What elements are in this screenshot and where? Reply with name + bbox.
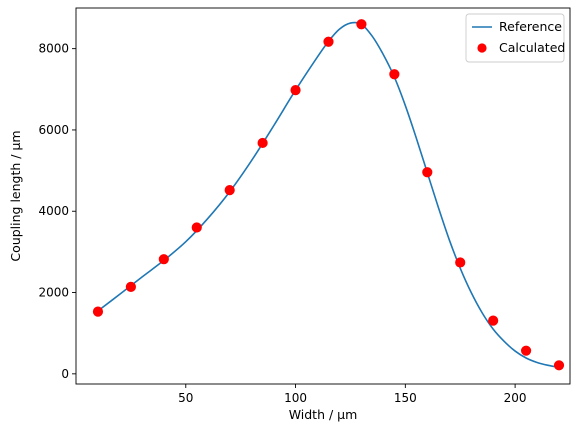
y-tick-label: 0 — [61, 367, 69, 381]
calculated-point — [520, 345, 532, 356]
y-tick-label: 4000 — [38, 204, 69, 218]
legend: Reference Calculated — [465, 13, 565, 63]
calculated-point — [158, 254, 169, 265]
plot-content — [92, 19, 565, 371]
legend-label-reference: Reference — [499, 19, 562, 34]
legend-label-calculated: Calculated — [499, 40, 565, 55]
calculated-point — [488, 315, 499, 326]
x-tick-label: 150 — [394, 391, 417, 405]
legend-marker-sample — [477, 43, 487, 53]
calculated-point — [257, 137, 268, 149]
reference-series-line — [97, 21, 557, 368]
x-axis-label: Width / µm — [289, 407, 358, 422]
calculated-point — [455, 257, 466, 268]
y-tick-label: 2000 — [38, 286, 69, 300]
calculated-point — [323, 36, 334, 47]
calculated-point — [389, 69, 400, 80]
calculated-point — [553, 360, 565, 371]
y-tick-label: 8000 — [38, 42, 69, 56]
calculated-point — [92, 306, 104, 317]
calculated-point — [290, 85, 301, 96]
y-tick-label: 6000 — [38, 123, 69, 137]
x-tick-label: 100 — [284, 391, 307, 405]
calculated-point — [191, 222, 202, 233]
x-tick-label: 50 — [178, 391, 193, 405]
calculated-point — [422, 167, 433, 178]
calculated-point — [125, 281, 136, 292]
axes-frame — [75, 7, 571, 385]
calculated-point — [356, 19, 367, 30]
y-axis-label: Coupling length / µm — [8, 130, 23, 261]
calculated-point — [224, 185, 235, 196]
legend-box — [465, 13, 565, 63]
x-tick-label: 200 — [504, 391, 527, 405]
